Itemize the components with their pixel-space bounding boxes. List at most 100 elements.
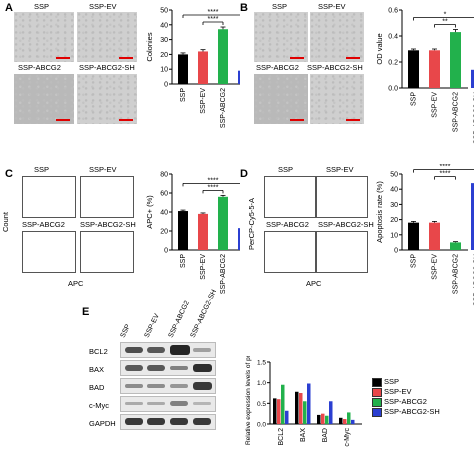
panel-a-image-ssp-abcg2-sh <box>77 74 137 124</box>
y-tick-label: 20 <box>160 229 168 236</box>
bar <box>198 51 208 84</box>
panel-b-scalebar-2 <box>346 57 360 59</box>
legend-swatch-ssp <box>372 378 382 387</box>
significance-label: **** <box>208 184 219 191</box>
legend-swatch-ssp-ev <box>372 388 382 397</box>
bar <box>285 410 289 424</box>
blot-band <box>147 418 165 425</box>
panel-b-label-ssp-abcg2: SSP-ABCG2 <box>256 63 299 72</box>
significance-label: **** <box>208 16 219 23</box>
panel-c-label-ssp: SSP <box>34 165 50 174</box>
y-tick-label: 0.4 <box>388 34 398 41</box>
bar <box>218 29 228 85</box>
panel-b-letter: B <box>240 2 248 14</box>
bar <box>178 211 188 250</box>
bar <box>329 401 333 424</box>
panel-a-scalebar-1 <box>56 57 70 59</box>
x-tick-label: BAX <box>300 428 307 442</box>
panel-b-image-ssp-ev <box>310 12 364 62</box>
panel-c-histogram-ssp-abcg2-sh <box>80 231 134 273</box>
x-tick-label: BAD <box>322 428 329 442</box>
panel-c-histogram-ssp <box>22 176 76 218</box>
blot-band <box>125 384 143 388</box>
y-tick-label: 60 <box>160 191 168 198</box>
panel-c-letter: C <box>5 168 13 180</box>
bar <box>198 213 208 250</box>
x-tick-label: SSP-EV <box>200 88 207 114</box>
bar <box>295 391 299 424</box>
bar <box>273 398 277 424</box>
blot-band <box>193 418 211 425</box>
x-tick-label: SSP <box>180 254 187 268</box>
legend-label-ssp-abcg2-sh: SSP-ABCG2-SH <box>384 407 440 416</box>
panel-e-letter: E <box>82 306 90 318</box>
blot-band <box>147 365 165 371</box>
blot-band <box>193 364 212 372</box>
x-tick-label: SSP-ABCG2 <box>453 254 460 294</box>
bar <box>307 383 311 424</box>
panel-e-row-c-myc: c-Myc <box>89 401 109 410</box>
panel-b-image-ssp <box>254 12 308 62</box>
panel-d-dotplot-ssp-abcg2 <box>264 231 316 273</box>
x-tick-label: SSP <box>411 254 418 268</box>
bar <box>450 32 461 88</box>
panel-c-y-axis-label: Count <box>1 211 11 233</box>
bar <box>303 401 307 424</box>
panel-d-dotplot-ssp-abcg2-sh <box>316 231 368 273</box>
x-tick-label: SSP-EV <box>432 92 439 118</box>
panel-d-letter: D <box>240 168 248 180</box>
panel-d-label-ssp-ev: SSP-EV <box>326 165 354 174</box>
panel-c-histogram-ssp-ev <box>80 176 134 218</box>
panel-b-scalebar-4 <box>346 119 360 121</box>
panel-a-image-ssp-abcg2 <box>14 74 74 124</box>
y-tick-label: 1.0 <box>257 380 266 387</box>
bar <box>471 183 474 250</box>
y-tick-label: 10 <box>390 232 398 239</box>
bar <box>281 384 285 424</box>
blot-band <box>193 348 211 352</box>
panel-e-blot-c-myc <box>120 396 216 412</box>
legend-label-ssp-ev: SSP-EV <box>384 387 412 396</box>
y-tick-label: 0.0 <box>388 86 398 93</box>
panel-b-label-ssp: SSP <box>272 2 288 11</box>
panel-c-histogram-ssp-abcg2 <box>22 231 76 273</box>
blot-band <box>125 347 143 353</box>
panel-c-x-axis-label: APC <box>68 279 84 288</box>
legend-label-ssp-abcg2: SSP-ABCG2 <box>384 397 427 406</box>
bar <box>238 70 240 84</box>
y-tick-label: 0.2 <box>388 60 398 67</box>
panel-e-row-bad: BAD <box>89 383 105 392</box>
panel-c-label-ssp-ev: SSP-EV <box>89 165 117 174</box>
significance-label: **** <box>440 164 451 171</box>
panel-c-label-ssp-abcg2-sh: SSP-ABCG2-SH <box>80 220 136 229</box>
blot-band <box>125 402 143 405</box>
panel-e-row-bcl2: BCL2 <box>89 347 108 356</box>
significance-label: **** <box>440 171 451 178</box>
x-tick-label: c-Myc <box>344 428 351 447</box>
panel-a-label-ssp: SSP <box>34 2 50 11</box>
y-tick-label: 20 <box>160 52 168 59</box>
significance-label: * <box>444 12 447 19</box>
y-tick-label: 0 <box>164 82 168 89</box>
panel-e-grouped-bar-chart: 0.0 0.5 1.0 1.5 Relative expression levels o… <box>245 356 362 447</box>
panel-d-x-axis-label: APC <box>306 279 322 288</box>
blot-band <box>170 384 188 388</box>
x-tick-label: SSP <box>180 88 187 102</box>
blot-band <box>170 418 188 425</box>
y-tick-label: 0.6 <box>388 8 398 15</box>
blot-band <box>170 345 190 355</box>
panel-e-blot-gapdh <box>120 414 216 430</box>
significance-label: **** <box>208 9 219 16</box>
bar <box>471 69 474 88</box>
panel-b-scalebar-3 <box>290 119 304 121</box>
y-axis-label: OD value <box>375 33 384 64</box>
bar <box>299 393 303 424</box>
y-tick-label: 80 <box>160 172 168 179</box>
x-tick-label: BCL2 <box>278 428 285 446</box>
y-tick-label: 50 <box>390 172 398 179</box>
legend-label-ssp: SSP <box>384 377 400 386</box>
bar <box>408 50 419 88</box>
panel-e-blot-bcl2 <box>120 342 216 358</box>
y-axis-label: Apoptosis rate (%) <box>375 181 384 243</box>
panel-b-label-ssp-abcg2-sh: SSP-ABCG2-SH <box>307 63 363 72</box>
